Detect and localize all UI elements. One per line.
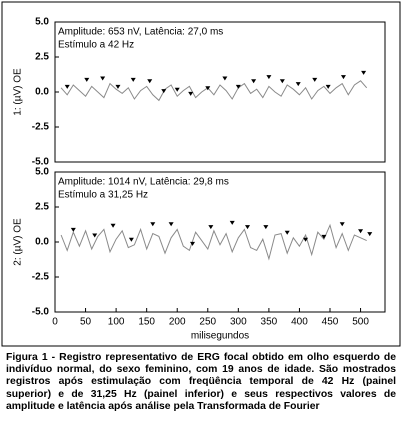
peak-marker (339, 222, 345, 227)
x-axis-label: milisegundos (191, 331, 249, 342)
figure-border (1, 1, 401, 347)
peak-marker (325, 84, 331, 89)
annotation: Amplitude: 1014 nV, Latência: 29,8 ms (58, 177, 229, 188)
peak-marker (188, 91, 194, 96)
y-tick-label: -5.0 (32, 307, 50, 318)
peak-marker (147, 79, 153, 84)
y-tick-label: 0.0 (35, 237, 49, 248)
y-tick-label: 2.5 (35, 52, 49, 63)
figure: 5.0 2.5 0.0 -2.5 -5.0 1: (µV) OE Amplitude: 65… (1, 1, 401, 347)
peak-marker (222, 76, 228, 81)
y-tick-label: 2.5 (35, 202, 49, 213)
x-tick-label: 500 (352, 317, 369, 328)
trace (60, 223, 367, 261)
caption: Figura 1 - Registro representativo de ER… (6, 352, 396, 412)
y-tick-label: 5.0 (35, 167, 49, 178)
peak-marker (84, 77, 90, 82)
y-axis-label: 1: (µV) OE (13, 68, 24, 116)
peak-marker (161, 89, 167, 94)
peak-marker (174, 87, 180, 92)
x-tick-label: 450 (322, 317, 339, 328)
peak-marker (92, 233, 98, 238)
x-tick-label: 350 (261, 317, 278, 328)
peak-marker (110, 223, 116, 228)
peak-marker (229, 220, 235, 225)
peak-marker (190, 241, 195, 246)
x-tick-label: 50 (80, 317, 92, 328)
peak-marker (150, 222, 156, 227)
peak-marker (64, 84, 70, 89)
peak-marker (321, 234, 327, 239)
peak-marker (130, 77, 136, 82)
peak-marker (340, 75, 346, 80)
y-tick-label: -2.5 (32, 122, 50, 133)
peak-marker (295, 82, 301, 87)
peak-marker (266, 75, 272, 80)
peak-marker (263, 225, 269, 230)
y-tick-label: 5.0 (35, 17, 49, 28)
y-tick-label: -2.5 (32, 272, 50, 283)
y-tick-label: 0.0 (35, 87, 49, 98)
y-tick-label: -5.0 (32, 157, 50, 168)
peak-marker (367, 232, 373, 237)
peak-marker (312, 77, 318, 82)
peak-marker (279, 79, 285, 84)
peak-marker (303, 237, 309, 242)
y-axis-label: 2: (µV) OE (13, 218, 24, 266)
x-tick-label: 200 (169, 317, 186, 328)
x-tick-label: 0 (52, 317, 58, 328)
peak-marker (115, 84, 121, 89)
x-tick-label: 150 (138, 317, 155, 328)
x-tick-label: 300 (230, 317, 247, 328)
x-tick-label: 100 (108, 317, 125, 328)
peak-marker (168, 222, 174, 227)
peak-marker (361, 70, 367, 75)
peak-marker (208, 225, 214, 230)
peak-marker (251, 79, 257, 84)
peak-marker (70, 227, 76, 232)
x-tick-label: 250 (199, 317, 216, 328)
peak-marker (205, 86, 211, 91)
annotation: Estímulo a 42 Hz (58, 40, 134, 51)
peak-marker (235, 84, 241, 89)
peak-marker (128, 237, 134, 242)
x-tick-label: 400 (291, 317, 308, 328)
peak-marker (284, 230, 290, 235)
trace (60, 80, 368, 102)
peak-marker (100, 76, 106, 81)
peak-marker (358, 229, 364, 234)
annotation: Estímulo a 31,25 Hz (58, 190, 148, 201)
peak-marker (245, 225, 250, 230)
annotation: Amplitude: 653 nV, Latência: 27,0 ms (58, 27, 223, 38)
